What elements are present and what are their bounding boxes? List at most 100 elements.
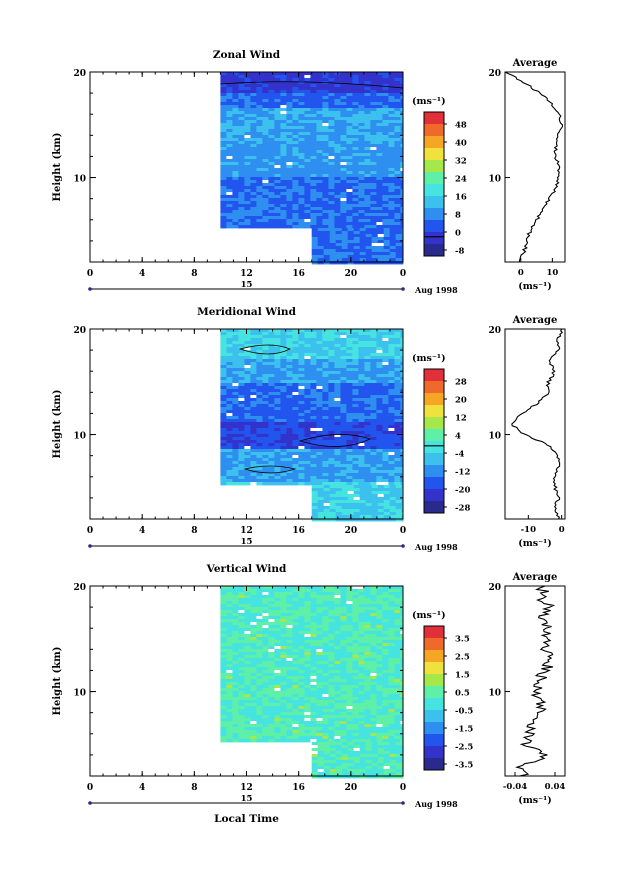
heatmap-cell xyxy=(220,213,227,217)
heatmap-cell xyxy=(323,512,331,516)
heatmap-cell xyxy=(359,246,367,250)
heatmap-cell xyxy=(304,189,311,193)
heatmap-cell xyxy=(352,344,359,348)
heatmap-cell xyxy=(346,132,353,136)
heatmap-cell xyxy=(226,186,233,190)
heatmap-cell xyxy=(400,189,404,193)
heatmap-cell xyxy=(400,676,404,680)
heatmap-cell xyxy=(220,338,227,342)
heatmap-cell xyxy=(346,446,353,450)
heatmap-cell xyxy=(226,389,233,393)
heatmap-cell xyxy=(322,165,329,169)
heatmap-cell xyxy=(389,491,397,495)
heatmap-cell xyxy=(286,144,293,148)
heatmap-cell xyxy=(328,87,335,91)
heatmap-cell xyxy=(310,150,317,154)
heatmap-cell xyxy=(280,446,287,450)
heatmap-cell xyxy=(322,344,329,348)
heatmap-cell xyxy=(268,673,275,677)
heatmap-cell xyxy=(388,392,395,396)
heatmap-cell xyxy=(316,613,323,617)
heatmap-cell xyxy=(244,392,251,396)
heatmap-cell xyxy=(317,494,325,498)
heatmap-cell xyxy=(250,652,257,656)
heatmap-cell xyxy=(292,682,299,686)
heatmap-cell xyxy=(310,350,317,354)
heatmap-cell xyxy=(298,168,305,172)
heatmap-cell xyxy=(280,604,287,608)
heatmap-cell xyxy=(370,180,377,184)
heatmap-cell xyxy=(394,437,401,441)
heatmap-cell xyxy=(256,467,263,471)
heatmap-cell xyxy=(268,353,275,357)
heatmap-cell xyxy=(244,589,251,593)
heatmap-cell xyxy=(292,380,299,384)
heatmap-cell xyxy=(364,108,371,112)
heatmap-cell xyxy=(370,592,377,596)
heatmap-cell xyxy=(358,655,365,659)
heatmap-cell xyxy=(322,601,329,605)
heatmap-cell xyxy=(370,658,377,662)
heatmap-cell xyxy=(394,177,401,181)
heatmap-cell xyxy=(232,129,239,133)
heatmap-cell xyxy=(286,413,293,417)
heatmap-cell xyxy=(298,75,305,79)
heatmap-cell xyxy=(364,425,371,429)
heatmap-cell xyxy=(400,108,404,112)
heatmap-cell xyxy=(370,455,377,459)
heatmap-cell xyxy=(262,643,269,647)
heatmap-cell xyxy=(310,386,317,390)
heatmap-cell xyxy=(389,249,397,253)
heatmap-cell xyxy=(238,201,245,205)
heatmap-cell xyxy=(310,153,317,157)
heatmap-cell xyxy=(358,667,365,671)
heatmap-cell xyxy=(346,464,353,468)
heatmap-cell xyxy=(274,685,281,689)
heatmap-cell xyxy=(220,449,227,453)
heatmap-cell xyxy=(286,679,293,683)
heatmap-cell xyxy=(311,512,319,516)
heatmap-cell xyxy=(286,419,293,423)
heatmap-cell xyxy=(274,410,281,414)
profile-unit: (ms⁻¹) xyxy=(518,281,552,292)
heatmap-cell xyxy=(250,455,257,459)
heatmap-cell xyxy=(220,631,227,635)
heatmap-cell xyxy=(341,503,349,507)
heatmap-cell xyxy=(274,392,281,396)
heatmap-cell xyxy=(370,72,377,76)
heatmap-cell xyxy=(310,84,317,88)
heatmap-cell xyxy=(370,168,377,172)
heatmap-cell xyxy=(304,174,311,178)
heatmap-cell xyxy=(364,586,371,590)
heatmap-cell xyxy=(298,374,305,378)
heatmap-cell xyxy=(238,628,245,632)
heatmap-cell xyxy=(352,685,359,689)
heatmap-cell xyxy=(388,335,395,339)
heatmap-cell xyxy=(328,329,335,333)
date-bar-end xyxy=(401,287,405,291)
heatmap-cell xyxy=(311,237,319,241)
heatmap-cell xyxy=(232,455,239,459)
heatmap-cell xyxy=(359,234,367,238)
heatmap-cell xyxy=(298,102,305,106)
heatmap-cell xyxy=(280,105,287,109)
heatmap-cell xyxy=(382,616,389,620)
heatmap-cell xyxy=(358,114,365,118)
colorbar-segment xyxy=(424,220,444,233)
heatmap-cell xyxy=(316,105,323,109)
heatmap-cell xyxy=(394,87,401,91)
heatmap-cell xyxy=(286,470,293,474)
heatmap-cell xyxy=(352,359,359,363)
heatmap-cell xyxy=(232,186,239,190)
heatmap-cell xyxy=(268,392,275,396)
heatmap-cell xyxy=(388,383,395,387)
heatmap-cell xyxy=(400,458,404,462)
heatmap-cell xyxy=(370,410,377,414)
heatmap-cell xyxy=(256,637,263,641)
heatmap-cell xyxy=(292,476,299,480)
heatmap-cell xyxy=(352,419,359,423)
heatmap-cell xyxy=(256,646,263,650)
heatmap-cell xyxy=(388,407,395,411)
heatmap-cell xyxy=(262,198,269,202)
heatmap-cell xyxy=(346,670,353,674)
